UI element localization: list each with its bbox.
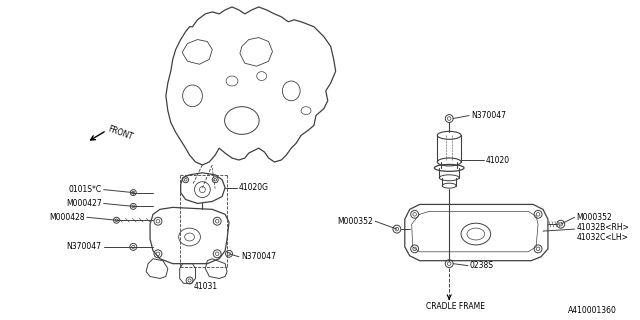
Text: CRADLE FRAME: CRADLE FRAME [426,302,486,311]
Text: 41032B<RH>: 41032B<RH> [577,223,629,232]
Text: M000352: M000352 [577,213,612,222]
Text: M000428: M000428 [49,213,85,222]
Text: 41020: 41020 [486,156,510,164]
Text: N370047: N370047 [67,242,102,252]
Text: 41032C<LH>: 41032C<LH> [577,233,628,242]
Text: N370047: N370047 [241,252,276,261]
Text: 41031: 41031 [193,282,218,291]
Text: 0101S*C: 0101S*C [68,185,102,194]
Text: 41020G: 41020G [239,183,269,192]
Text: A410001360: A410001360 [568,306,617,315]
Text: M000427: M000427 [66,199,102,208]
Text: N370047: N370047 [471,111,506,120]
Text: M000352: M000352 [337,217,373,226]
Text: FRONT: FRONT [107,124,134,141]
Text: 0238S: 0238S [470,261,494,270]
